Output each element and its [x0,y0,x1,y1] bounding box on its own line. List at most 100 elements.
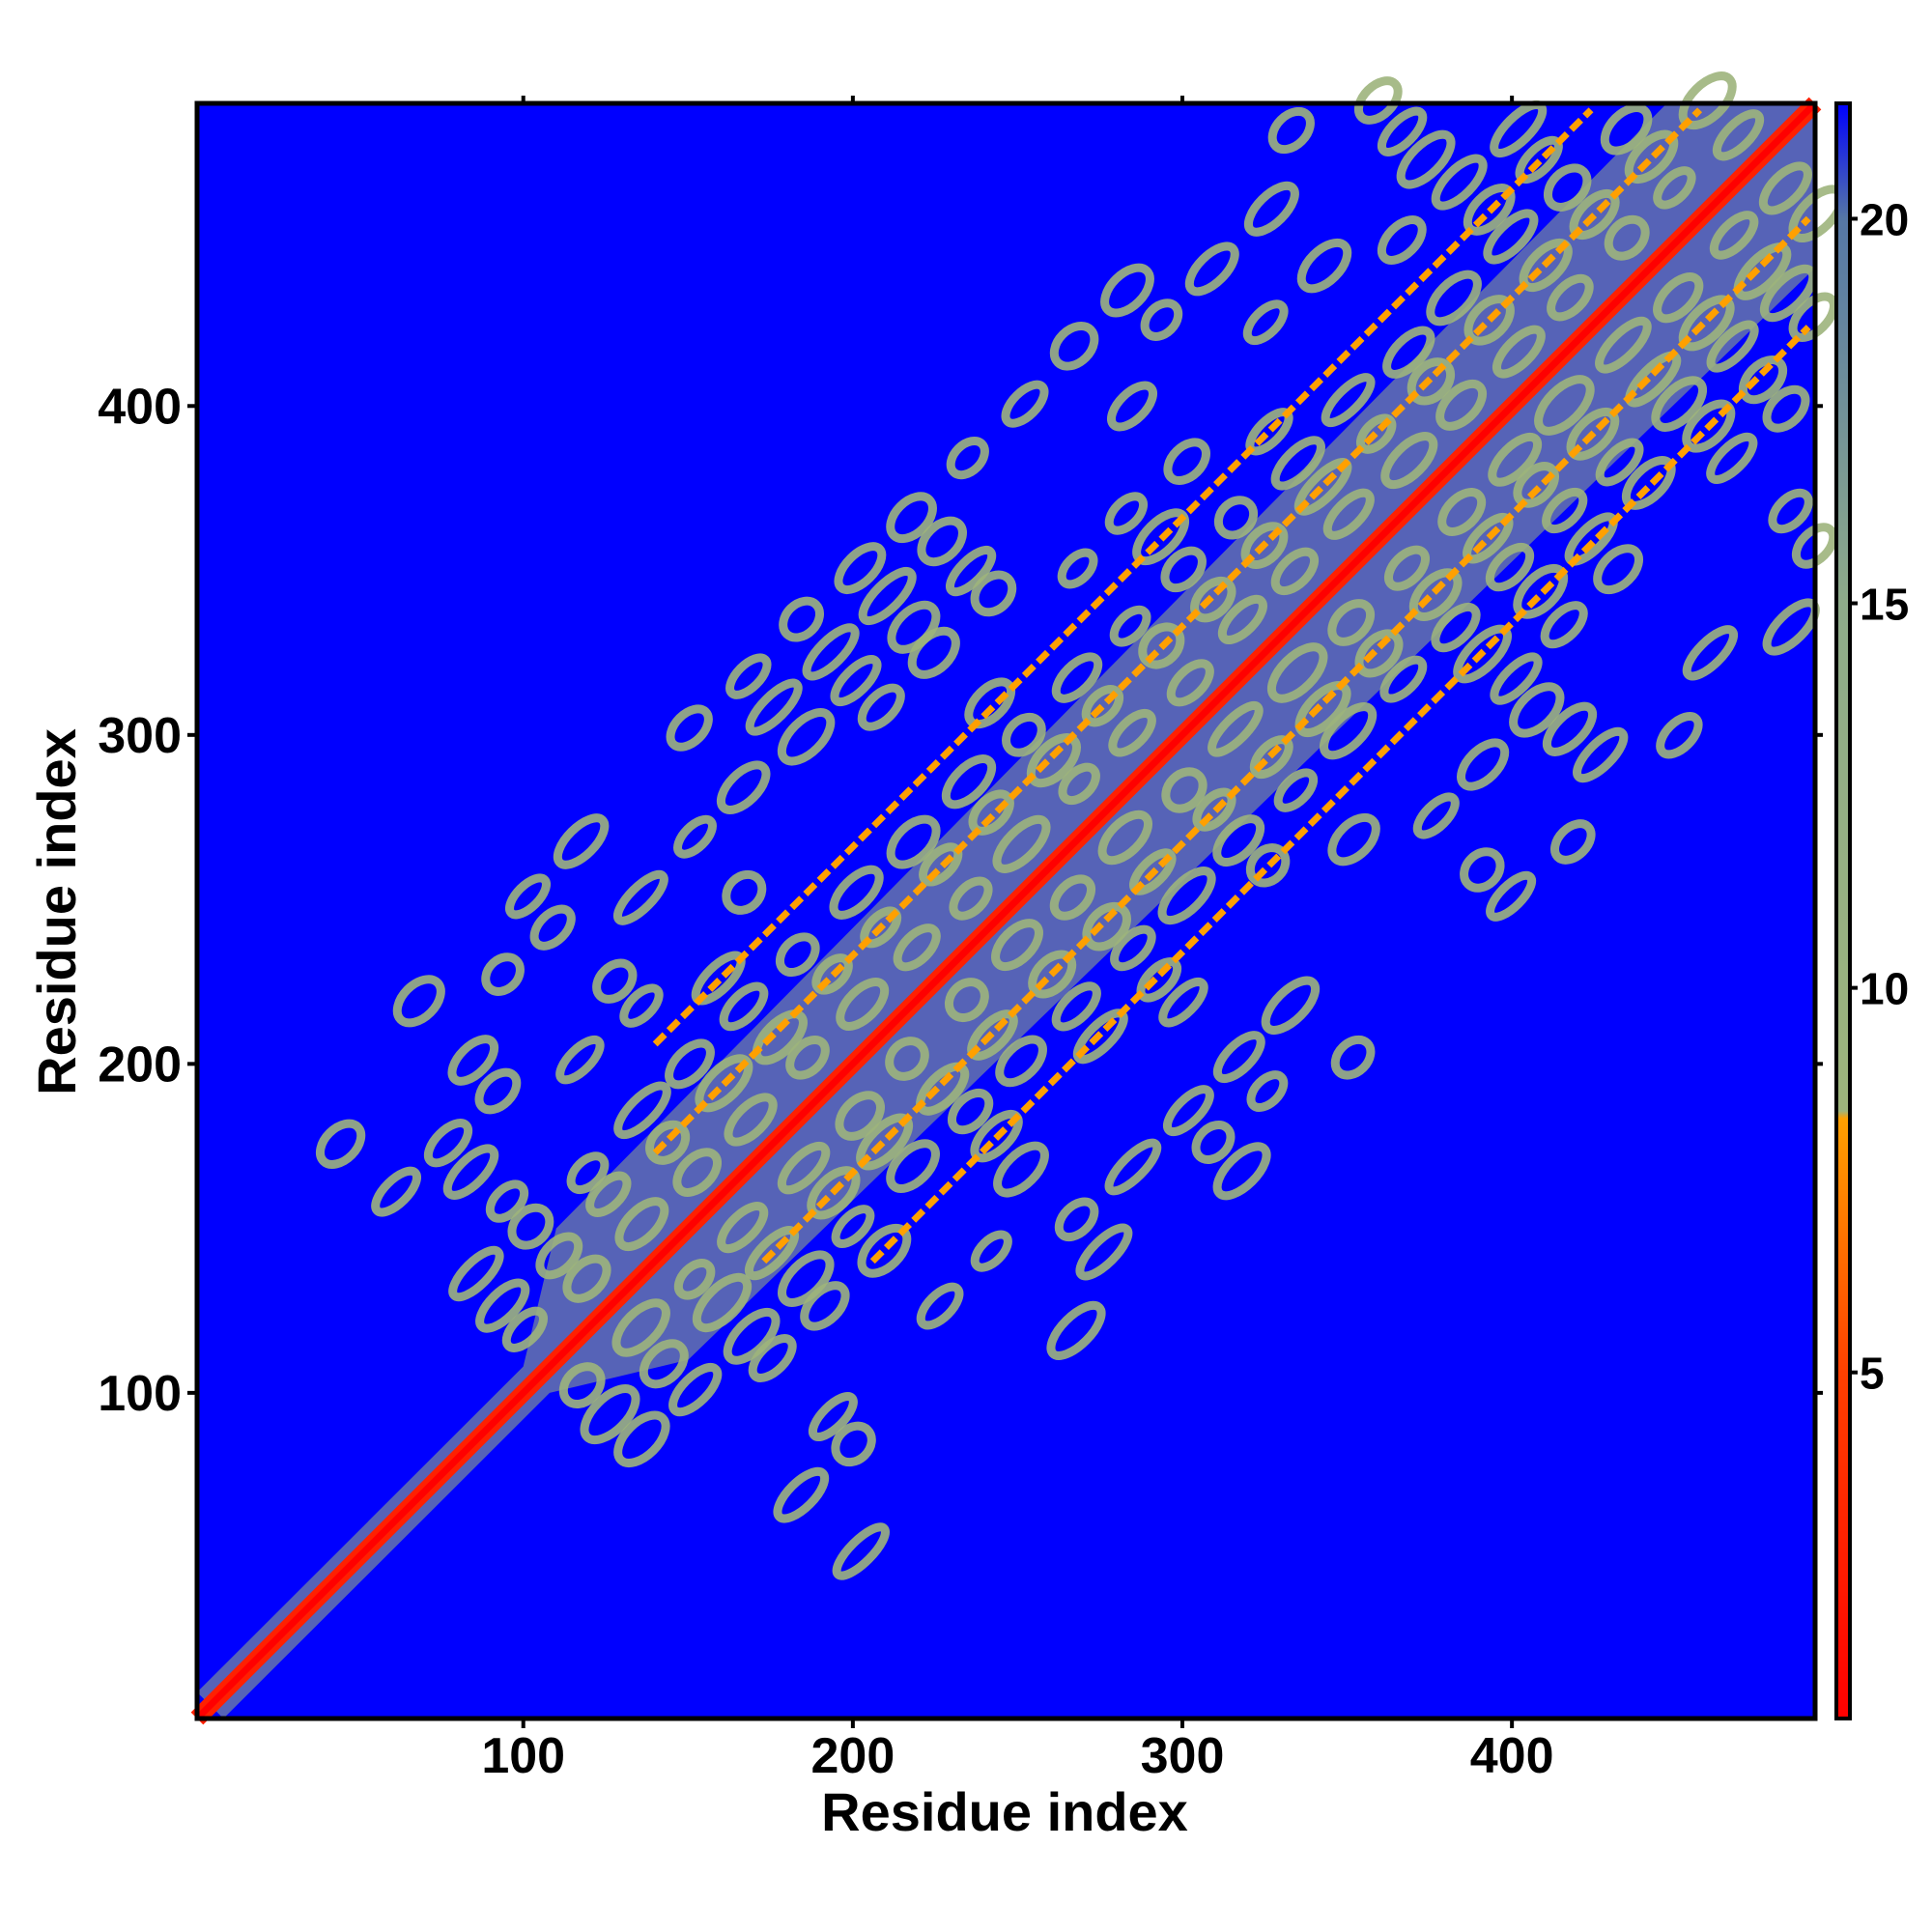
contact-blob [886,1139,940,1193]
contact-blob [1550,819,1596,865]
colorbar-ticks: 5 10 15 20 [1850,194,1909,1399]
contact-blob [993,1141,1049,1198]
contact-blob [887,600,941,654]
contact-blob [673,814,717,859]
contact-blob [1163,438,1210,485]
contact-blob [315,1119,366,1169]
contact-blob [371,1166,421,1217]
contact-blob [725,653,772,699]
contact-blob [886,492,937,544]
x-axis-title: Residue index [821,1781,1188,1842]
contact-blob [1486,870,1537,922]
contact-blob [995,1035,1047,1088]
contact-blob [668,1363,723,1417]
contact-blob [474,1067,522,1115]
x-tick-label: 300 [1141,1728,1225,1784]
contact-blob [505,873,551,920]
contact-blob [1110,924,1156,972]
contact-blob [1296,238,1352,294]
contact-blob [1706,432,1758,484]
colorbar-scale [1834,101,1852,1720]
contact-blob [1100,263,1154,318]
contact-blob [1049,322,1099,371]
contact-blob [745,678,803,736]
contact-blob [507,1203,554,1250]
contact-blob [808,1392,858,1441]
contact-blob [1738,355,1788,405]
helix-line [761,215,1811,1264]
contact-blob [423,1119,473,1168]
contact-blob [916,1282,964,1330]
contact-blob [1457,738,1510,791]
contact-blob [941,754,997,810]
x-tick-label: 400 [1470,1728,1554,1784]
contact-blob [592,958,638,1004]
contact-blob [722,869,767,915]
contact-blob [831,1205,875,1248]
contact-blob [1075,1223,1133,1281]
contact-blob [947,1088,994,1135]
contact-blob [1762,384,1810,433]
colorbar: 5 10 15 20 [1834,101,1909,1720]
contact-blob [392,975,445,1028]
contact-blob [716,760,771,814]
contact-blob [832,1522,890,1580]
contact-blob [1046,1300,1106,1360]
contact-blob [834,542,887,594]
contact-blob [1051,981,1101,1032]
contact-blob [1682,625,1739,681]
contact-blob [858,566,917,626]
contact-blob [779,596,825,642]
contact-blob [1483,209,1539,265]
contact-blob [1140,298,1183,341]
contact-blob [481,952,525,996]
heatmap [190,71,1847,1725]
contact-blob [946,437,989,480]
contact-blob [1791,523,1838,569]
contact-blob [1261,976,1321,1035]
contact-blob [613,1081,671,1140]
y-tick-label: 200 [98,1037,182,1093]
contact-blob [1160,546,1207,593]
contact-blob [553,813,610,869]
contact-blob [1412,792,1460,839]
contact-blob [1245,843,1291,888]
contact-blob [1396,129,1456,189]
contact-blob [1273,768,1319,812]
helix-line [652,107,1594,1047]
contact-blob [886,814,941,869]
contact-blob [475,1278,530,1333]
contact-blob [1001,380,1049,428]
contact-blob [1104,492,1149,535]
contact-blob [1573,726,1629,783]
contact-blob [1051,652,1103,703]
contact-blob [447,1035,499,1086]
contact-blob [1158,978,1208,1028]
contact-blob [946,546,997,597]
y-tick-label: 100 [98,1366,182,1422]
contact-blob [1656,712,1703,759]
colorbar-tick-label: 20 [1860,194,1909,244]
contact-blob [1104,1138,1162,1196]
contact-blob [448,1245,504,1302]
contact-blob [1246,1070,1289,1112]
contact-blob [970,570,1017,617]
contact-blob [748,1334,797,1382]
contact-blob [619,983,664,1028]
contact-blob [612,869,668,925]
contact-blob [970,1230,1012,1272]
contact-blob [777,708,836,766]
contact-blob [802,623,860,681]
contact-blob [1267,106,1315,155]
contact-blob [1243,181,1299,237]
contact-blob [1057,548,1098,589]
main-diagonal-core [194,100,1818,1721]
contact-blob [1542,701,1598,756]
helix-line [652,107,1703,1155]
contact-blob [830,655,882,707]
contact-blob [1213,496,1259,540]
contact-blob [1212,1142,1271,1201]
colorbar-tick-label: 5 [1860,1349,1885,1399]
contact-blob [775,932,820,978]
